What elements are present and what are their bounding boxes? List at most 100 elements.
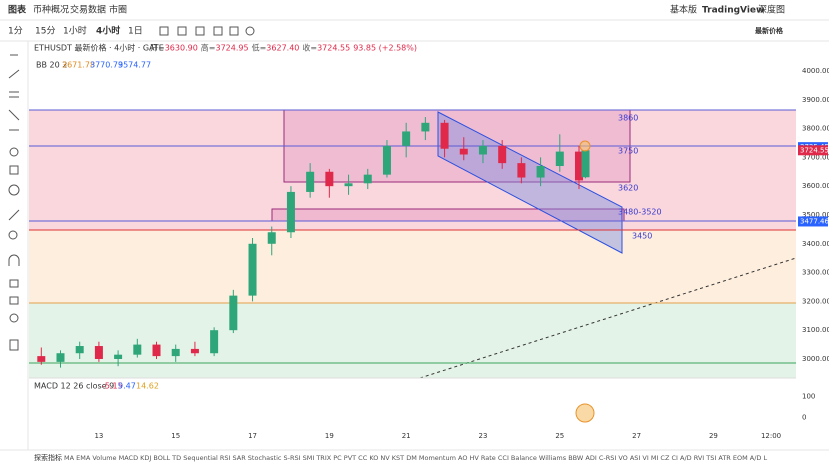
tab[interactable]: TradingView [702,6,764,16]
candle-body [114,354,123,359]
price-tag-label: 3724.55 [800,146,829,154]
x-tick-label: 12:00 [761,432,781,440]
candle-body [536,166,545,178]
indicator-list[interactable]: MA EMA Volume MACD KDJ BOLL TD Sequentia… [64,454,767,462]
annotation: 3450 [632,232,652,241]
y-tick-label: 3000.00 [802,355,829,363]
candle-body [421,122,430,132]
legend-value: 3724.95 [216,44,249,53]
y-tick-label: 4000.00 [802,67,829,75]
x-tick-label: 25 [555,432,564,440]
annotation: 3620 [618,184,638,193]
candle-body [498,145,507,164]
x-tick-label: 13 [94,432,103,440]
price-tag-label: 3477.46 [800,217,829,225]
legend-value: 低= [252,43,267,53]
annotation: 3860 [618,114,638,123]
interval[interactable]: 1分 [8,26,23,37]
bb-value: 3770.79 [90,61,123,70]
price-tag [798,145,828,156]
x-tick-label: 19 [325,432,334,440]
x-tick-label: 23 [479,432,488,440]
macd-value: 9.47 [118,382,136,391]
zone-support [29,303,796,378]
x-tick-label: 29 [709,432,718,440]
candle-body [94,346,103,359]
candle-body [267,232,276,244]
candle-body [190,348,199,354]
price-tag [798,216,828,227]
x-tick-label: 17 [248,432,257,440]
tab[interactable]: 图表 [8,4,27,16]
explore[interactable]: 探索指标 [34,453,62,462]
candle-body [210,330,219,354]
highlight [575,403,595,423]
y-tick-label: 3500.00 [802,211,829,219]
candle-body [478,145,487,155]
bb-name: BB 20 2 [36,61,67,70]
legend-value: 3630.90 [165,44,198,53]
candle-body [517,163,526,178]
interval[interactable]: 1小时 [63,25,87,37]
toolbar-icons[interactable] [159,26,255,36]
candle-body [459,148,468,155]
legend-value: 3724.55 [317,44,350,53]
macd-panel [29,378,796,428]
bb-value: 3671.78 [62,61,95,70]
chart-title: ETHUSDT 最新价格 · 4小时 · GATE [34,43,164,53]
y-tick-label: 3400.00 [802,240,829,248]
tab[interactable]: 市圈 [109,4,127,16]
bb-value: 3574.77 [118,61,151,70]
candle-body [325,171,334,187]
candle-body [171,348,180,357]
tab[interactable]: 深度图 [758,4,785,16]
candle-body [555,151,564,167]
legend-value: 高= [201,43,216,53]
x-tick-label: 15 [171,432,180,440]
highlight [579,140,591,152]
price-mode[interactable]: 最新价格 [755,26,784,35]
y-tick-label: 3700.00 [802,153,829,161]
candle-body [574,151,583,181]
annotation: 3480-3520 [618,208,662,217]
candle-body [37,356,46,362]
candle-body [363,174,372,184]
zone-mid [29,230,796,303]
candle-body [75,346,84,354]
x-tick-label: 21 [402,432,411,440]
legend-value: 开= [150,44,165,53]
candle-body [581,150,590,178]
y-tick-label: 3100.00 [802,326,829,334]
candle-body [402,131,411,146]
macd-value: 14.62 [136,382,159,391]
candle-body [133,344,142,355]
interval[interactable]: 4小时 [96,25,120,37]
tab[interactable]: 交易数据 [70,4,106,16]
candle-body [248,243,257,296]
y-tick-label: 3800.00 [802,125,829,133]
candle-body [306,171,315,192]
candle-body [286,191,295,233]
macd-tick-label: 100 [802,392,815,400]
legend-value: 3627.40 [266,44,299,53]
candle-body [229,295,238,331]
plot: 3860 3750 3620 3480-3520 3450 [29,109,797,379]
candle-body [56,353,65,362]
tab[interactable]: 币种概况 [33,4,69,16]
macd-value: -5.15 [102,382,123,391]
interval[interactable]: 1日 [128,26,143,37]
legend-value: 93.85 (+2.58%) [353,44,417,53]
macd-name: MACD 12 26 close 9 [34,382,114,391]
candle-body [440,122,449,149]
interval[interactable]: 15分 [35,26,55,37]
candle-body [382,145,391,175]
legend-value: 收= [302,43,317,53]
candle-body [344,183,353,187]
y-tick-label: 3600.00 [802,182,829,190]
left-toolbar[interactable] [8,54,20,351]
y-tick-label: 3900.00 [802,96,829,104]
y-tick-label: 3200.00 [802,297,829,305]
tab[interactable]: 基本版 [670,4,697,16]
